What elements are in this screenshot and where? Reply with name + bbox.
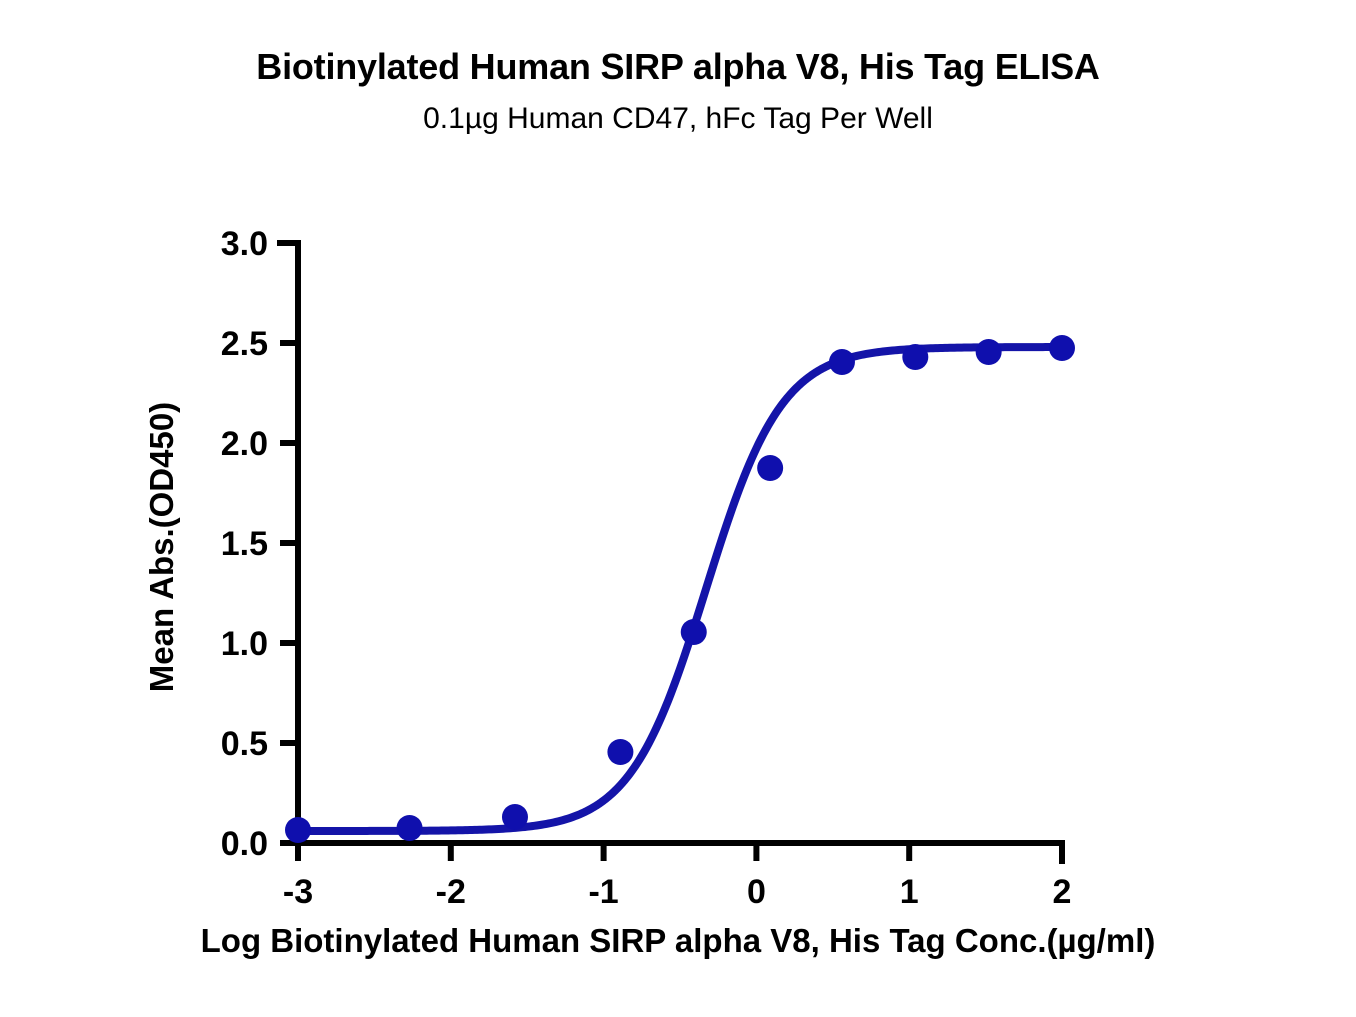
x-tick-label: -2 xyxy=(436,873,466,911)
axis-spines xyxy=(277,240,1065,864)
y-tick-label: 1.0 xyxy=(221,625,268,663)
data-point-marker xyxy=(285,817,311,843)
y-tick-label: 0.0 xyxy=(221,825,268,863)
data-point-marker xyxy=(1049,335,1075,361)
y-tick-label: 2.0 xyxy=(221,425,268,463)
x-axis-ticks: -3 -2 -1 0 1 2 xyxy=(283,843,1072,911)
x-tick-label: -3 xyxy=(283,873,313,911)
y-tick-label: 3.0 xyxy=(221,225,268,263)
sigmoid-fit-curve xyxy=(294,343,1066,835)
data-point-group xyxy=(285,335,1075,843)
data-point-marker xyxy=(975,339,1002,365)
data-point-marker xyxy=(757,455,784,481)
data-point-marker xyxy=(680,619,707,645)
data-point-marker xyxy=(607,739,634,765)
chart-title: Biotinylated Human SIRP alpha V8, His Ta… xyxy=(256,46,1100,87)
x-tick-label: 2 xyxy=(1053,873,1072,911)
y-axis-ticks: 0.0 0.5 1.0 1.5 2.0 2.5 3.0 xyxy=(221,225,298,863)
data-point-marker xyxy=(828,349,855,375)
x-tick-label: 0 xyxy=(747,873,766,911)
data-point-marker xyxy=(902,344,929,370)
x-tick-label: 1 xyxy=(900,873,919,911)
y-tick-label: 0.5 xyxy=(221,725,268,763)
x-tick-label: -1 xyxy=(588,873,618,911)
data-point-marker xyxy=(396,815,423,841)
chart-subtitle: 0.1µg Human CD47, hFc Tag Per Well xyxy=(423,102,933,135)
y-tick-label: 1.5 xyxy=(221,525,268,563)
y-tick-label: 2.5 xyxy=(221,325,268,363)
x-axis-title: Log Biotinylated Human SIRP alpha V8, Hi… xyxy=(200,922,1156,959)
data-point-marker xyxy=(501,804,528,830)
